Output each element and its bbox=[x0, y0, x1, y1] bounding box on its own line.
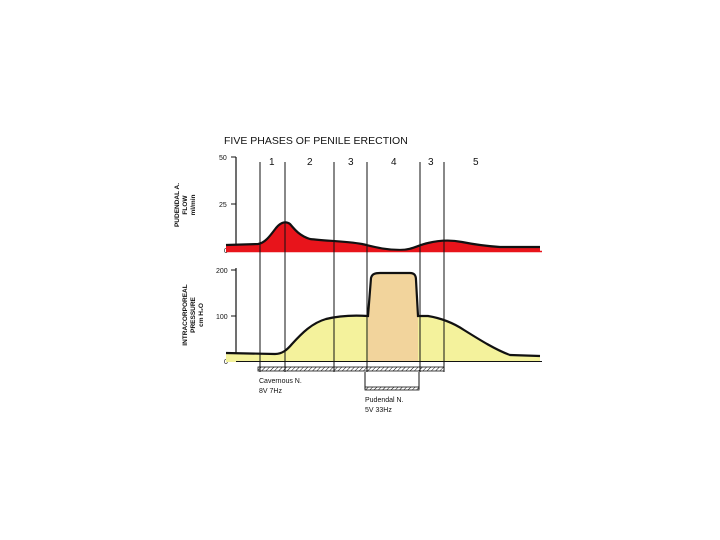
pressure-tick-200: 200 bbox=[216, 268, 228, 275]
phase-label-4: 4 bbox=[391, 157, 397, 168]
pressure-peak-area bbox=[368, 273, 418, 362]
pressure-panel: 200 100 0 INTRACORPOREAL PRESSURE cm H₂O bbox=[182, 268, 542, 366]
pressure-ylabel: INTRACORPOREAL PRESSURE cm H₂O bbox=[182, 284, 205, 345]
pressure-area bbox=[226, 315, 540, 362]
pressure-curve bbox=[225, 271, 541, 358]
phase-label-1: 1 bbox=[269, 157, 275, 168]
flow-curve bbox=[225, 221, 540, 252]
pudendal-params: 5V 33Hz bbox=[365, 407, 392, 414]
phase-label-2: 2 bbox=[307, 157, 313, 168]
pressure-tick-0: 0 bbox=[224, 359, 228, 366]
phase-dividers bbox=[259, 162, 445, 372]
cavernous-stimulus-bar bbox=[257, 366, 445, 372]
flow-ylabel-line1: PUDENDAL A. bbox=[174, 183, 181, 227]
flow-panel: 50 25 0 PUDENDAL A. FLOW ml/min bbox=[174, 155, 542, 255]
pudendal-stimulus: Pudendal N. 5V 33Hz bbox=[364, 372, 420, 414]
flow-ylabel-line3: ml/min bbox=[190, 194, 197, 215]
pudendal-label: Pudendal N. bbox=[365, 397, 404, 404]
flow-tick-50: 50 bbox=[219, 155, 227, 162]
pressure-tick-100: 100 bbox=[216, 314, 228, 321]
pudendal-stimulus-bar bbox=[364, 386, 420, 391]
pressure-ylabel-line3: cm H₂O bbox=[198, 303, 205, 327]
phase-label-3b: 3 bbox=[428, 157, 434, 168]
pressure-ylabel-line1: INTRACORPOREAL bbox=[182, 284, 189, 345]
figure-title: FIVE PHASES OF PENILE ERECTION bbox=[224, 135, 408, 147]
phase-label-5: 5 bbox=[473, 157, 479, 168]
flow-ylabel-line2: FLOW bbox=[182, 195, 189, 215]
cavernous-label: Cavernous N. bbox=[259, 378, 302, 385]
pressure-ylabel-line2: PRESSURE bbox=[190, 296, 197, 332]
flow-tick-25: 25 bbox=[219, 202, 227, 209]
phase-label-3a: 3 bbox=[348, 157, 354, 168]
flow-ylabel: PUDENDAL A. FLOW ml/min bbox=[174, 183, 197, 227]
cavernous-params: 8V 7Hz bbox=[259, 388, 282, 395]
flow-area bbox=[226, 222, 540, 252]
cavernous-stimulus: Cavernous N. 8V 7Hz bbox=[257, 366, 445, 395]
